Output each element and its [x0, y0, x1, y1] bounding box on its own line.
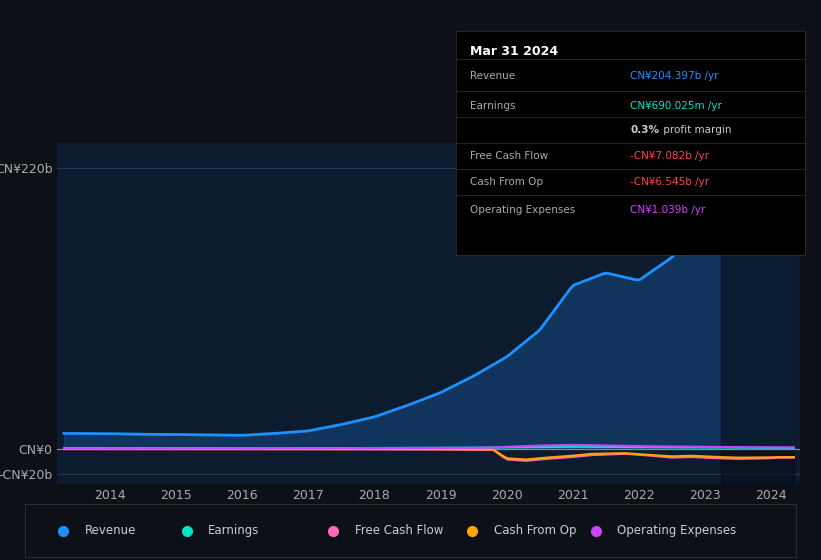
Text: Cash From Op: Cash From Op	[494, 524, 576, 537]
Text: -CN¥7.082b /yr: -CN¥7.082b /yr	[631, 151, 709, 161]
Text: Free Cash Flow: Free Cash Flow	[470, 151, 548, 161]
Text: Operating Expenses: Operating Expenses	[617, 524, 736, 537]
Text: Earnings: Earnings	[209, 524, 259, 537]
Text: Operating Expenses: Operating Expenses	[470, 205, 575, 215]
Text: CN¥204.397b /yr: CN¥204.397b /yr	[631, 71, 718, 81]
Text: 0.3%: 0.3%	[631, 125, 659, 136]
Text: Mar 31 2024: Mar 31 2024	[470, 45, 557, 58]
Text: Revenue: Revenue	[85, 524, 136, 537]
Text: Revenue: Revenue	[470, 71, 515, 81]
Text: Earnings: Earnings	[470, 101, 515, 111]
Text: CN¥1.039b /yr: CN¥1.039b /yr	[631, 205, 705, 215]
Text: profit margin: profit margin	[660, 125, 732, 136]
Text: Cash From Op: Cash From Op	[470, 177, 543, 187]
Text: Free Cash Flow: Free Cash Flow	[355, 524, 443, 537]
Text: -CN¥6.545b /yr: -CN¥6.545b /yr	[631, 177, 709, 187]
Text: CN¥690.025m /yr: CN¥690.025m /yr	[631, 101, 722, 111]
